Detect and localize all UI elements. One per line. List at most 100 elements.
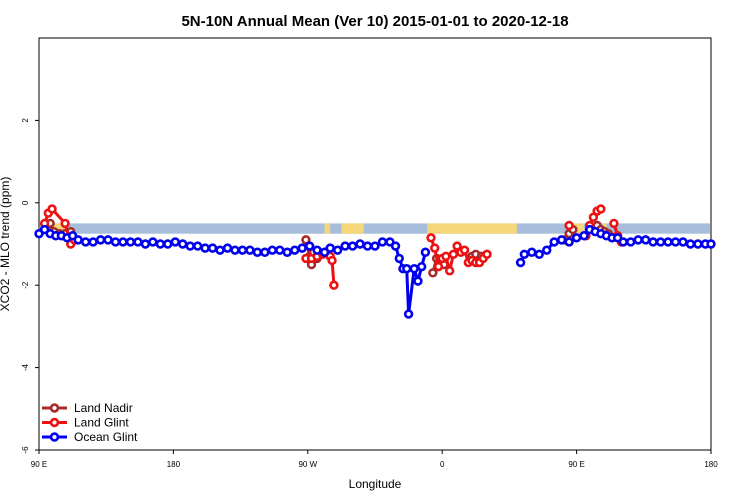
ocean-glint-point [103, 235, 113, 245]
ocean-glint-point [403, 309, 414, 319]
land-glint-point [609, 218, 619, 229]
ocean-glint-point [155, 239, 166, 249]
ocean-glint-point [207, 243, 218, 253]
ocean-glint-point [633, 235, 643, 245]
ocean-glint-point [275, 245, 285, 255]
ocean-glint-point [260, 247, 270, 257]
ocean-glint-point [297, 243, 307, 253]
ocean-glint-point [515, 257, 526, 268]
land-glint-point [441, 251, 451, 262]
ocean-glint-point [370, 241, 380, 251]
legend-item-land-glint: Land Glint [42, 416, 129, 430]
ocean-glint-point [685, 239, 696, 249]
land-glint-point [426, 233, 436, 243]
y-axis: -6 -4 -2 0 2 [21, 118, 39, 454]
ocean-glint-point [409, 264, 419, 274]
y-tick-label: 2 [21, 118, 30, 123]
ocean-glint-point [377, 237, 388, 247]
x-tick-label: 180 [167, 460, 181, 469]
land-glint-point [47, 204, 57, 214]
ocean-glint-point [706, 239, 716, 249]
land-glint-point [448, 249, 459, 260]
ocean-glint-point [290, 245, 300, 255]
land-glint-point [60, 218, 70, 229]
ocean-glint-point [564, 237, 574, 247]
ocean-glint-point [267, 245, 278, 255]
x-tick-label: 90 W [298, 460, 317, 469]
ocean-glint-point [222, 243, 233, 253]
x-tick-label: 180 [704, 460, 718, 469]
ocean-glint-point [252, 247, 263, 257]
ocean-glint-point [618, 237, 628, 247]
ocean-glint-point [237, 245, 248, 255]
ocean-glint-point [312, 245, 322, 255]
ocean-glint-point [402, 264, 412, 274]
ocean-glint-point [110, 237, 121, 247]
ocean-glint-point [678, 237, 688, 247]
ocean-glint-point [340, 241, 350, 251]
legend-item-ocean-glint: Ocean Glint [42, 430, 138, 444]
ocean-glint-point [140, 239, 151, 249]
x-axis: 90 E 180 90 W 0 90 E 180 [31, 450, 718, 469]
ocean-glint-point [519, 249, 530, 260]
ocean-glint-point [148, 237, 158, 247]
ocean-glint-point [549, 237, 559, 247]
series-layer [34, 204, 716, 319]
ocean-glint-point [648, 237, 658, 247]
x-tick-label: 90 E [568, 460, 584, 469]
legend-swatch-marker [49, 417, 60, 428]
land-band [341, 223, 364, 234]
ocean-glint-point [185, 241, 195, 251]
ocean-glint-point [534, 249, 544, 260]
ocean-glint-point [88, 237, 98, 247]
y-axis-title: XCO2 - MLO trend (ppm) [0, 177, 12, 312]
land-band [427, 223, 517, 234]
land-glint-point [433, 261, 444, 272]
y-tick-label: -4 [21, 363, 30, 371]
ocean-glint-point [413, 276, 423, 286]
ocean-glint-point [73, 235, 83, 245]
y-tick-label: -2 [21, 281, 30, 289]
series-ocean-glint [34, 224, 716, 319]
ocean-glint-point [245, 245, 255, 255]
chart-title: 5N-10N Annual Mean (Ver 10) 2015-01-01 t… [181, 13, 568, 30]
ocean-glint-point [192, 241, 203, 251]
ocean-glint-point [332, 245, 343, 255]
ocean-glint-point [347, 241, 358, 251]
ocean-glint-point [200, 243, 210, 253]
land-glint-point [329, 280, 339, 290]
ocean-glint-point [95, 235, 106, 245]
land-glint-point [444, 266, 455, 276]
ocean-glint-point [362, 241, 373, 251]
x-axis-title: Longitude [349, 477, 402, 491]
x-tick-label: 0 [440, 460, 445, 469]
ocean-glint-point [230, 245, 240, 255]
ocean-glint-point [663, 237, 673, 247]
land-glint-point [564, 220, 574, 231]
ocean-glint-point [118, 237, 128, 247]
ocean-glint-point [527, 247, 537, 257]
ocean-glint-point [325, 243, 335, 253]
ocean-band [40, 223, 710, 234]
land-band [571, 223, 585, 234]
legend-label: Ocean Glint [74, 430, 138, 444]
ocean-glint-point [542, 245, 552, 255]
ocean-glint-point [163, 239, 173, 249]
land-glint-point [459, 245, 470, 255]
legend-label: Land Nadir [74, 401, 133, 415]
ocean-glint-point [394, 253, 404, 264]
y-tick-label: -6 [21, 446, 30, 454]
land-nadir-point [428, 268, 438, 278]
ocean-glint-point [304, 241, 315, 251]
ocean-glint-point [416, 261, 427, 272]
ocean-glint-point [556, 235, 567, 245]
land-glint-point [482, 249, 492, 260]
ocean-glint-point [178, 239, 188, 249]
ocean-glint-point [125, 237, 136, 247]
legend-swatch-marker [49, 432, 60, 442]
ocean-glint-point [170, 237, 180, 247]
ocean-glint-point [626, 237, 636, 247]
ocean-glint-point [420, 247, 431, 257]
ocean-glint-point [390, 241, 401, 251]
